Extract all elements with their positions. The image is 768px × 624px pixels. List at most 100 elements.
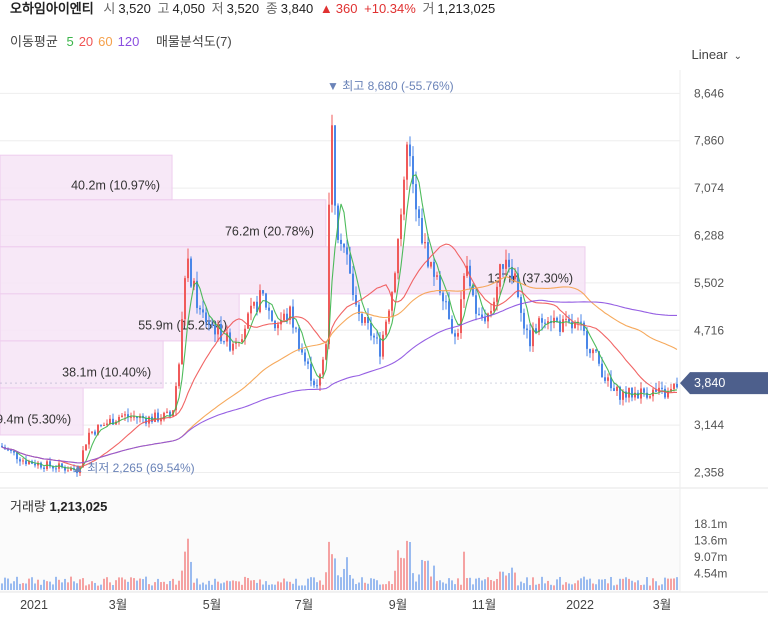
candle-body — [202, 309, 204, 313]
candle-body — [601, 363, 603, 378]
volume-bar — [370, 578, 372, 590]
candle-body — [667, 391, 669, 398]
volume-bar — [490, 579, 492, 590]
candle-body — [241, 339, 243, 342]
candle-body — [28, 461, 30, 465]
candle-body — [214, 324, 216, 335]
candle-body — [235, 342, 237, 344]
volume-bar — [484, 579, 486, 590]
volume-bar — [454, 584, 456, 590]
candle-body — [271, 310, 273, 321]
volume-bar — [547, 580, 549, 590]
volume-bar — [367, 583, 369, 590]
volume-bar — [664, 577, 666, 590]
volume-bar — [460, 584, 462, 590]
candle-body — [619, 386, 621, 400]
volume-bar — [331, 554, 333, 590]
ma5-legend[interactable]: 5 — [66, 34, 74, 49]
candle-body — [103, 424, 105, 426]
y-tick-label: 3,144 — [694, 418, 724, 432]
volume-last-value: 1,213,025 — [49, 499, 108, 514]
volume-bar — [412, 573, 414, 590]
volume-bar — [613, 585, 615, 590]
candle-body — [574, 323, 576, 329]
candle-body — [1, 445, 3, 448]
volume-bar — [634, 582, 636, 590]
volume-bar — [616, 584, 618, 590]
y-tick-label: 7,074 — [694, 181, 724, 195]
candle-body — [301, 349, 303, 353]
candle-body — [100, 424, 102, 426]
volume-bar — [523, 583, 525, 590]
volume-bar — [151, 585, 153, 590]
volume-bar — [514, 572, 516, 590]
close-value: 3,840 — [280, 1, 314, 16]
candle-body — [559, 320, 561, 332]
volume-profile-label: 137m (37.30%) — [488, 271, 573, 285]
volume-bar — [541, 576, 543, 590]
candle-body — [25, 460, 27, 465]
change-percent: +10.34% — [364, 1, 416, 16]
volume-bar — [64, 578, 66, 590]
volume-bar — [439, 580, 441, 590]
volume-bar — [187, 538, 189, 590]
volume-bar — [463, 551, 465, 590]
volume-bar — [661, 584, 663, 590]
volume-bar — [571, 584, 573, 590]
volume-bar — [268, 584, 270, 590]
volume-bar — [532, 577, 534, 590]
x-tick-label: 7월 — [295, 598, 313, 612]
volume-bar — [577, 580, 579, 590]
volume-bar — [430, 576, 432, 590]
volume-profile-legend[interactable]: 매물분석도(7) — [155, 34, 232, 49]
volume-bar — [184, 551, 186, 590]
candle-body — [565, 318, 567, 320]
candle-body — [22, 460, 24, 462]
volume-bar — [334, 558, 336, 590]
candle-body — [658, 387, 660, 392]
volume-bar — [301, 585, 303, 590]
candle-body — [181, 319, 183, 365]
ma120-legend[interactable]: 120 — [117, 34, 140, 49]
volume-bar — [145, 576, 147, 590]
volume-bar — [319, 580, 321, 590]
x-tick-label: 3월 — [109, 598, 127, 612]
volume-profile-bar — [0, 387, 84, 436]
volume-bar — [496, 578, 498, 590]
high-value: 4,050 — [172, 1, 206, 16]
candle-body — [403, 179, 405, 215]
scale-toggle[interactable]: Linear ⌄ — [691, 47, 742, 62]
candle-body — [631, 388, 633, 398]
volume-bar — [1, 583, 3, 590]
candle-body — [475, 295, 477, 314]
candle-body — [412, 156, 414, 185]
volume-bar — [214, 578, 216, 590]
volume-bar — [364, 582, 366, 590]
volume-bar — [466, 578, 468, 590]
x-tick-label: 2022 — [566, 598, 594, 612]
volume-bar — [85, 585, 87, 590]
candle-body — [643, 388, 645, 393]
candle-body — [649, 396, 651, 398]
candle-body — [445, 301, 447, 303]
candle-body — [118, 416, 120, 422]
x-tick-label: 3월 — [653, 598, 671, 612]
volume-bar — [340, 577, 342, 590]
candle-body — [424, 242, 426, 244]
volume-bar — [427, 560, 429, 590]
ma-label[interactable]: 이동평균 — [10, 34, 58, 49]
volume-bar — [649, 585, 651, 590]
volume-bar — [574, 583, 576, 590]
candle-body — [286, 313, 288, 320]
candle-body — [634, 392, 636, 398]
volume-bar — [37, 579, 39, 590]
ma20-legend[interactable]: 20 — [78, 34, 94, 49]
candle-body — [655, 389, 657, 392]
candle-body — [499, 264, 501, 287]
volume-bar — [7, 578, 9, 590]
volume-bar — [55, 576, 57, 590]
candle-body — [472, 286, 474, 296]
ma60-legend[interactable]: 60 — [98, 34, 113, 49]
candle-body — [334, 125, 336, 206]
